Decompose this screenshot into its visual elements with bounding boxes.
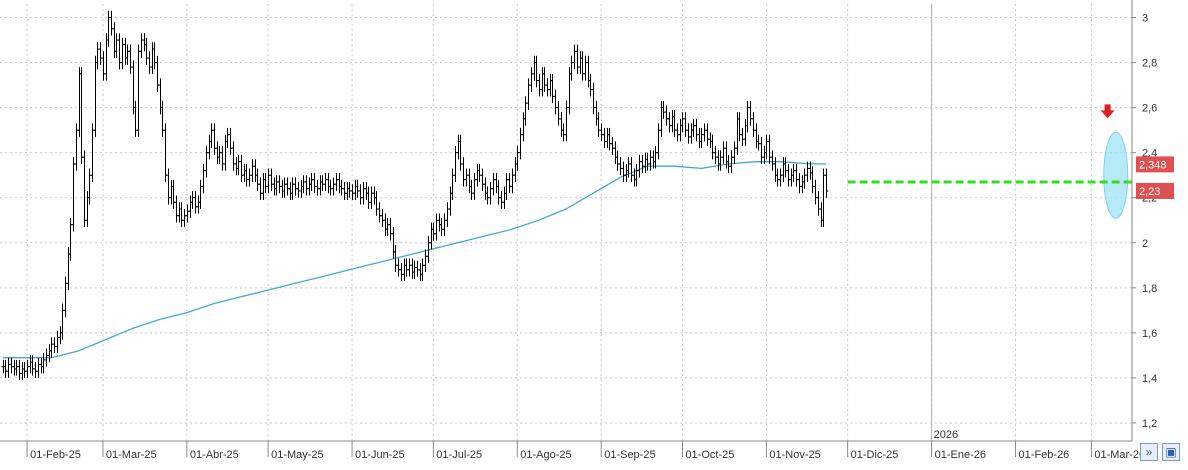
y-tick-label: 2 (1142, 238, 1148, 250)
y-tick-label: 1,8 (1142, 283, 1157, 295)
moving-average-line (2, 161, 826, 359)
double-chevron-icon[interactable]: » (1140, 443, 1158, 461)
y-tick-label: 2,8 (1142, 58, 1157, 70)
price-tag (1136, 156, 1174, 173)
x-tick-label: 01-Ene-26 (935, 449, 986, 461)
x-tick-label: 01-Feb-25 (30, 449, 81, 461)
x-tick-label: 01-Jun-25 (355, 449, 405, 461)
x-tick-label: 01-Jul-25 (436, 449, 482, 461)
x-tick-label: 01-Ago-25 (520, 449, 571, 461)
y-tick-label: 1,6 (1142, 328, 1157, 340)
x-tick-label: 01-Feb-26 (1019, 449, 1070, 461)
x-tick-label: 01-Mar-25 (106, 449, 157, 461)
x-tick-label: 01-Oct-25 (685, 449, 734, 461)
price-tag (1136, 182, 1174, 199)
price-tag-label: 2,23 (1139, 186, 1160, 198)
save-icon[interactable]: ▣ (1162, 443, 1180, 461)
x-tick-label: 01-May-25 (271, 449, 324, 461)
x-tick-label: 01-Nov-25 (769, 449, 820, 461)
price-tag-label: 2,348 (1139, 159, 1167, 171)
x-tick-label: 01-Mar-26 (1094, 449, 1145, 461)
x-tick-label: 01-Dic-25 (851, 449, 899, 461)
y-tick-label: 2,6 (1142, 103, 1157, 115)
x-tick-label: 01-Abr-25 (190, 449, 239, 461)
highlight-ellipse (1103, 131, 1129, 219)
y-tick-label: 3 (1142, 13, 1148, 25)
down-arrow-annotation (1100, 104, 1115, 119)
y-tick-label: 1,4 (1142, 373, 1157, 385)
x-tick-label: 01-Sep-25 (604, 449, 655, 461)
y-tick-label: 1,2 (1142, 418, 1157, 430)
year-label: 2026 (934, 429, 958, 441)
